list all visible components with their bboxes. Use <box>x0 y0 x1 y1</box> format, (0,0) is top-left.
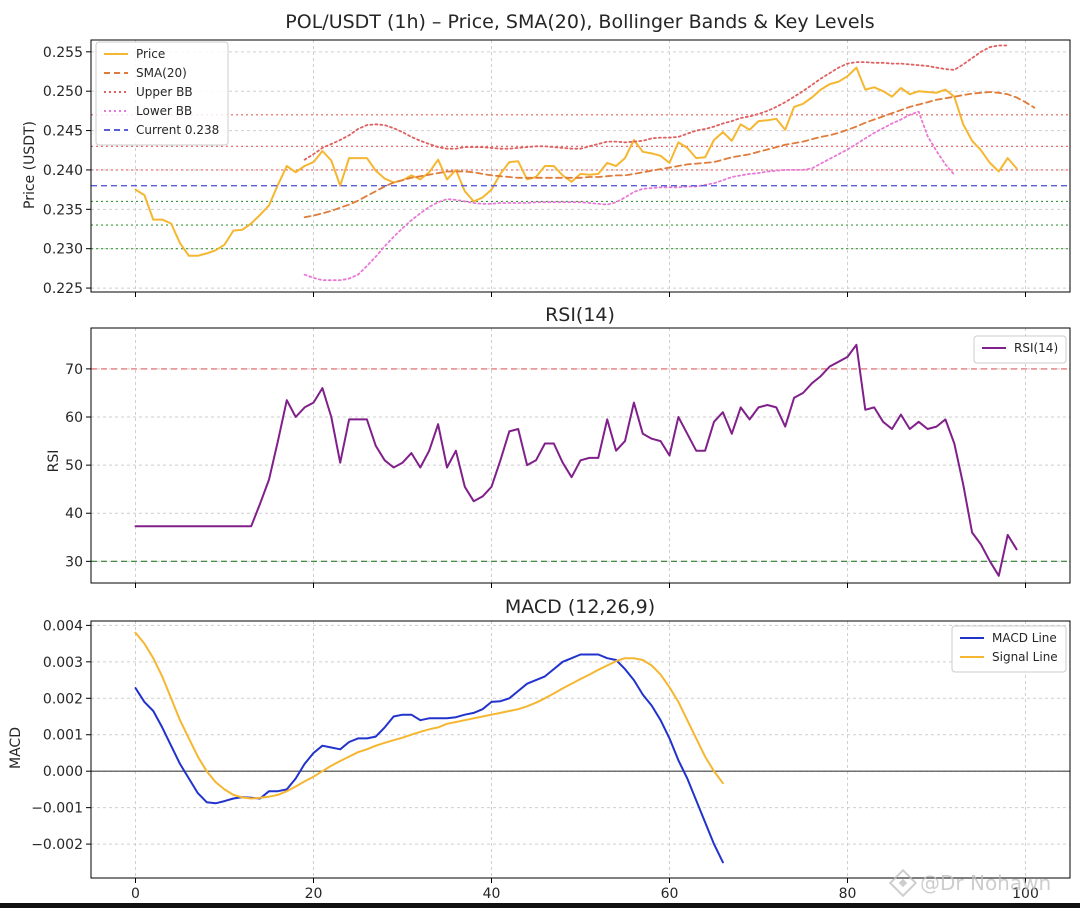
macd-chart-title: MACD (12,26,9) <box>505 596 655 618</box>
rsi-ytick-label: 60 <box>65 410 83 426</box>
watermark: @Dr Nohawn <box>888 868 1051 898</box>
rsi-legend-box <box>973 335 1067 364</box>
price-key-levels <box>91 114 1070 250</box>
rsi-ticks: 30 40 50 60 70 <box>65 362 1026 588</box>
rsi-ytick-label: 70 <box>65 362 83 378</box>
price-ytick-label: 0.230 <box>43 242 83 258</box>
rsi-ytick-label: 50 <box>65 458 83 474</box>
price-series-upper-bb <box>303 44 1009 161</box>
rsi-y-axis-label: RSI <box>46 450 62 473</box>
macd-ytick-label: 0.002 <box>43 691 83 707</box>
rsi-threshold-lines <box>91 368 1070 562</box>
price-grid <box>91 40 1070 292</box>
price-legend-label-upper-bb: Upper BB <box>136 85 193 99</box>
price-y-axis-label: Price (USDT) <box>22 121 38 209</box>
price-panel: POL/USDT (1h) – Price, SMA(20), Bollinge… <box>22 11 1071 297</box>
macd-legend-label-macd-line: MACD Line <box>992 631 1057 645</box>
price-ytick-label: 0.245 <box>43 124 83 140</box>
macd-xtick-label: 0 <box>131 886 140 902</box>
rsi-series-rsi-14 <box>134 343 1018 577</box>
rsi-chart-title: RSI(14) <box>545 304 615 326</box>
price-legend-label-sma-20: SMA(20) <box>136 66 187 80</box>
macd-axes-frame <box>90 620 1071 879</box>
macd-ticks: −0.002 −0.001 0.000 0.001 0.002 0.003 0.004 0 20… <box>31 618 1039 902</box>
macd-panel: MACD (12,26,9) MACD −0.002 −0.001 0.000 0.0… <box>8 596 1071 902</box>
rsi-legend: RSI(14) <box>973 335 1067 364</box>
macd-series-macd-line <box>134 653 724 864</box>
watermark-text: @Dr Nohawn <box>920 871 1051 895</box>
price-ytick-label: 0.235 <box>43 202 83 218</box>
macd-xtick-label: 40 <box>483 886 501 902</box>
rsi-panel: RSI(14) RSI 30 40 50 60 70 RSI(14) <box>46 304 1071 588</box>
price-legend: Price SMA(20) Upper BB Lower BB Current 0.23… <box>95 41 229 146</box>
macd-ytick-label: −0.001 <box>31 801 83 817</box>
price-series-sma-20 <box>303 91 1036 219</box>
macd-y-axis-label: MACD <box>8 727 24 769</box>
rsi-axes-frame <box>90 327 1071 584</box>
price-legend-label-price: Price <box>136 47 165 61</box>
price-axes <box>90 39 1071 293</box>
macd-xtick-label: 20 <box>305 886 323 902</box>
price-axes-frame <box>90 39 1071 293</box>
macd-series-signal-line <box>134 631 724 800</box>
price-legend-box <box>95 41 229 146</box>
rsi-series <box>134 343 1018 577</box>
price-legend-label-lower-bb: Lower BB <box>136 104 192 118</box>
macd-xtick-label: 80 <box>839 886 857 902</box>
rsi-legend-label-rsi-14: RSI(14) <box>1014 341 1058 355</box>
macd-xtick-label: 100 <box>1012 886 1039 902</box>
price-ticks: 0.225 0.230 0.235 0.240 0.245 0.250 0.255 <box>43 45 1026 297</box>
price-series <box>91 44 1070 282</box>
rsi-ytick-label: 30 <box>65 554 83 570</box>
bottom-edge-bar <box>0 903 1080 908</box>
macd-ytick-label: 0.003 <box>43 655 83 671</box>
macd-ytick-label: −0.002 <box>31 837 83 853</box>
macd-series <box>134 631 724 864</box>
price-ytick-label: 0.225 <box>43 281 83 297</box>
rsi-axes <box>90 327 1071 584</box>
price-ytick-label: 0.240 <box>43 163 83 179</box>
macd-xtick-label: 60 <box>661 886 679 902</box>
macd-legend: MACD Line Signal Line <box>951 625 1067 673</box>
macd-ytick-label: 0.000 <box>43 764 83 780</box>
price-ytick-label: 0.250 <box>43 84 83 100</box>
macd-axes <box>90 620 1071 879</box>
macd-ytick-label: 0.004 <box>43 618 83 634</box>
price-ytick-label: 0.255 <box>43 45 83 61</box>
macd-legend-label-signal-line: Signal Line <box>992 650 1058 664</box>
rsi-ytick-label: 40 <box>65 506 83 522</box>
macd-ytick-label: 0.001 <box>43 728 83 744</box>
price-legend-label-current-0-238: Current 0.238 <box>136 123 219 137</box>
price-chart-title: POL/USDT (1h) – Price, SMA(20), Bollinge… <box>285 11 874 33</box>
